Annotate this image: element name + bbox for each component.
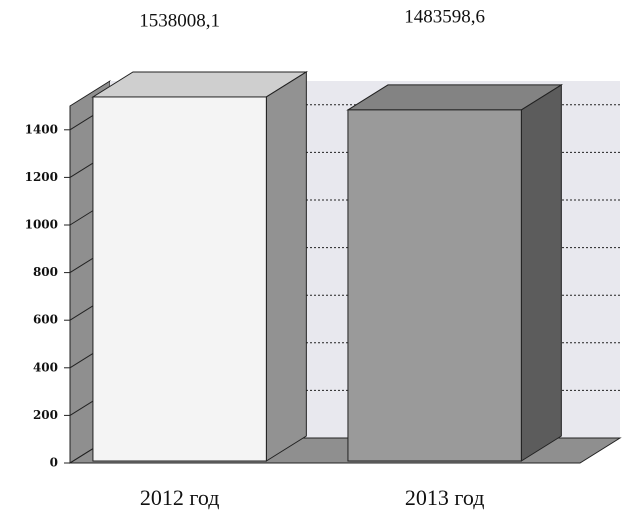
- y-tick-label: 1400: [25, 122, 58, 136]
- bar-side: [265, 71, 307, 462]
- bar: [347, 109, 522, 462]
- bar-side: [520, 84, 562, 462]
- y-tick-label: 200: [33, 408, 58, 422]
- bar: [92, 96, 267, 462]
- y-tick-label: 1200: [25, 170, 58, 184]
- y-tick-label: 0: [50, 456, 58, 470]
- x-tick-label: 2013 год: [405, 485, 485, 510]
- y-tick-label: 600: [33, 313, 58, 327]
- y-tick-label: 1000: [25, 218, 58, 232]
- value-label: 1483598,6: [404, 6, 485, 27]
- x-tick-label: 2012 год: [140, 485, 220, 510]
- y-tick-label: 400: [33, 360, 58, 374]
- value-label: 1538008,1: [139, 10, 220, 31]
- y-tick-label: 800: [33, 265, 58, 279]
